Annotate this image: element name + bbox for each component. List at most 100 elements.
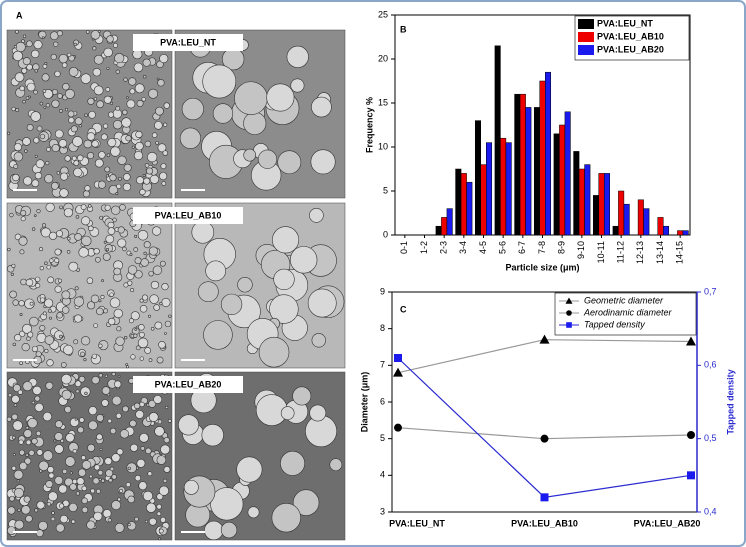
particle	[243, 148, 257, 162]
particle	[258, 336, 290, 368]
y2-axis-label: Tapped density	[725, 369, 735, 434]
particle	[140, 446, 145, 451]
particle	[128, 77, 137, 86]
particle	[134, 257, 142, 265]
bar	[623, 203, 630, 236]
particle	[269, 294, 299, 324]
particle	[64, 89, 75, 99]
particle	[59, 514, 69, 524]
marker	[540, 493, 549, 502]
particle	[135, 410, 145, 419]
bar	[592, 195, 599, 236]
particle	[80, 386, 91, 397]
particle	[77, 468, 87, 477]
particle	[20, 210, 27, 216]
particle	[87, 301, 96, 310]
particle	[129, 252, 133, 256]
bar	[604, 173, 611, 236]
particle	[57, 278, 63, 283]
particle	[16, 479, 20, 483]
particle	[34, 154, 38, 158]
particle	[152, 226, 162, 236]
particle	[108, 111, 115, 118]
particle	[150, 280, 160, 290]
particle	[144, 519, 149, 524]
particle	[157, 79, 165, 87]
particle	[104, 204, 111, 211]
particle	[46, 359, 54, 367]
x-tick-label: 10-11	[596, 241, 606, 263]
particle	[74, 286, 79, 291]
y-tick-label: 5	[383, 185, 388, 195]
particle	[58, 484, 68, 494]
particle	[162, 478, 168, 484]
particle	[111, 500, 121, 510]
marker	[687, 431, 695, 439]
particle	[72, 448, 78, 454]
particle	[93, 323, 98, 328]
particle	[21, 67, 28, 74]
particle	[81, 506, 89, 514]
particle	[115, 69, 120, 74]
x-tick-label: 3-4	[458, 241, 468, 254]
particle	[19, 461, 28, 471]
particle	[65, 433, 75, 443]
panel-letter: B	[400, 24, 407, 34]
particle	[74, 417, 78, 421]
particle	[86, 132, 96, 141]
particle	[148, 517, 157, 526]
particle	[12, 420, 23, 431]
particle	[133, 247, 139, 252]
particle	[98, 299, 102, 303]
bar	[505, 142, 512, 236]
particle	[91, 376, 100, 385]
particle	[26, 124, 34, 131]
particle	[46, 501, 52, 507]
particle	[152, 265, 163, 275]
particle	[123, 173, 131, 181]
particle	[168, 314, 172, 318]
particle	[111, 205, 121, 215]
particle	[127, 495, 135, 504]
particle	[134, 474, 142, 482]
particle	[13, 164, 19, 169]
particle	[113, 308, 123, 319]
particle	[150, 327, 155, 331]
legend-label: PVA:LEU_AB10	[597, 31, 664, 41]
particle	[46, 147, 51, 152]
particle	[110, 146, 121, 157]
particle	[119, 429, 130, 439]
particle	[273, 268, 295, 290]
particle	[62, 468, 68, 474]
x-tick-label: 12-13	[635, 241, 645, 264]
image-label-box	[133, 207, 243, 224]
particle	[32, 385, 42, 396]
particle	[329, 458, 343, 472]
particle	[80, 73, 92, 84]
particle	[183, 479, 199, 495]
x-axis-label: Particle size (μm)	[505, 262, 579, 272]
particle	[53, 439, 57, 443]
particle	[56, 311, 63, 319]
legend-marker	[566, 322, 572, 328]
particle	[161, 181, 166, 186]
bar	[584, 164, 591, 236]
marker	[394, 354, 402, 362]
particle	[134, 327, 138, 331]
particle	[105, 469, 114, 478]
particle	[11, 106, 16, 112]
particle	[135, 130, 143, 139]
sem-image	[6, 371, 173, 541]
bar	[460, 173, 467, 236]
particle	[88, 474, 93, 479]
particle	[236, 456, 263, 483]
particle	[147, 151, 158, 163]
particle	[55, 523, 65, 533]
particle	[106, 66, 110, 70]
particle	[63, 344, 74, 356]
bar	[637, 199, 644, 236]
particle	[220, 293, 243, 316]
particle	[203, 320, 233, 350]
particle	[47, 466, 55, 474]
particle	[154, 121, 163, 130]
